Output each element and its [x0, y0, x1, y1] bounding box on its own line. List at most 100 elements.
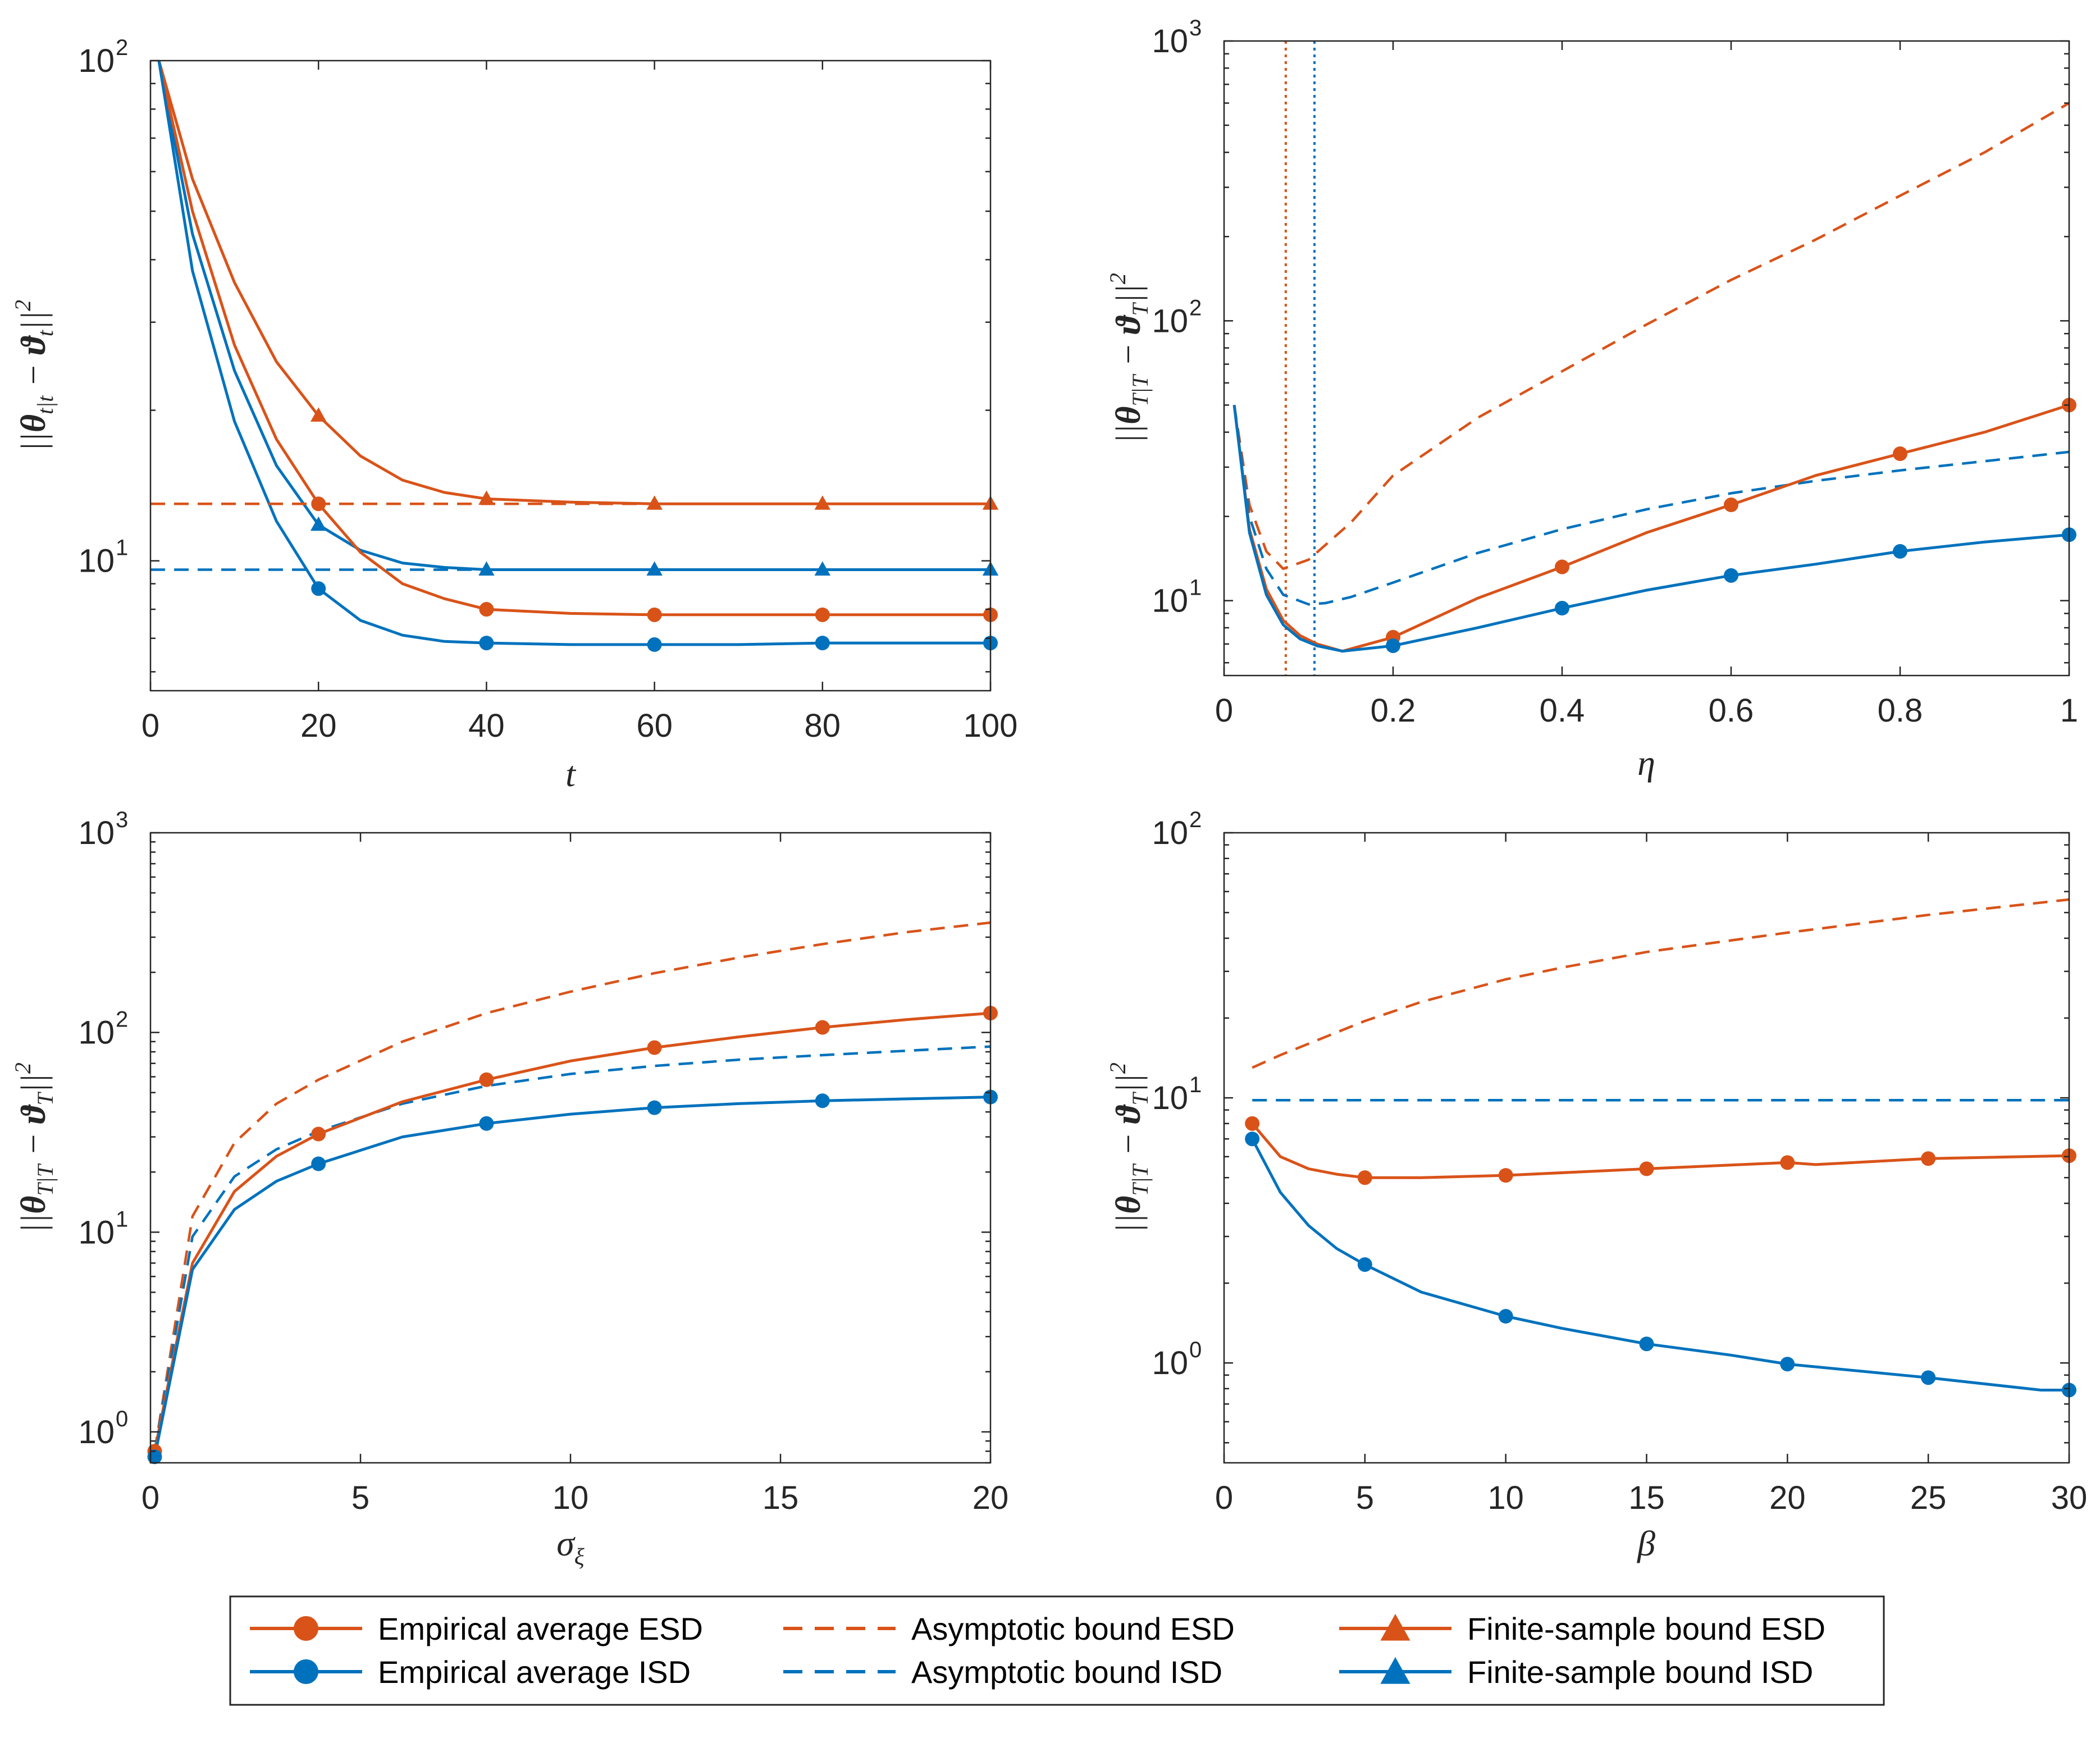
data-point: [478, 490, 495, 505]
y-tick-label: 10 3: [78, 807, 128, 851]
data-point: [1555, 601, 1569, 616]
data-point: [310, 407, 327, 422]
y-tick-label: 10 2: [1152, 295, 1202, 339]
y-tick-base: 10: [1152, 303, 1188, 339]
data-point: [479, 636, 494, 651]
y-tick-exponent: 2: [1189, 295, 1202, 320]
axes-box: [1223, 832, 2070, 1464]
legend-label: Empirical average ESD: [378, 1611, 703, 1646]
legend-item: Asymptotic bound ESD: [783, 1611, 1235, 1646]
x-axis-label: β: [1636, 1523, 1655, 1563]
series-line-asymptotic-bound-isd: [153, 1045, 990, 1452]
series-line-asymptotic-bound-esd: [153, 921, 990, 1452]
y-tick-base: 10: [78, 1414, 115, 1450]
data-point: [1893, 544, 1907, 559]
y-tick-label: 10 2: [78, 35, 128, 79]
y-tick-exponent: 3: [116, 807, 128, 832]
data-point: [311, 1126, 326, 1142]
series-line-empirical-average-isd: [157, 61, 990, 646]
data-point: [647, 1040, 662, 1055]
x-axis-label: t: [565, 754, 577, 794]
data-point: [815, 1093, 830, 1108]
x-tick-label: 30: [2051, 1480, 2088, 1516]
data-point: [479, 1116, 494, 1131]
data-point: [646, 561, 663, 576]
y-tick-label: 10 2: [78, 1007, 128, 1051]
x-tick-label: 15: [1628, 1480, 1665, 1516]
y-tick-base: 10: [78, 1214, 115, 1251]
data-point: [1639, 1161, 1654, 1176]
y-tick-exponent: 1: [1189, 576, 1202, 600]
data-point: [1555, 559, 1569, 574]
series-line-asymptotic-bound-isd: [1232, 404, 2069, 606]
legend-marker: [294, 1616, 318, 1641]
data-point: [1780, 1155, 1795, 1170]
y-tick-base: 10: [1152, 1345, 1188, 1381]
data-point: [815, 1020, 830, 1035]
data-point: [1893, 446, 1907, 462]
data-point: [311, 1156, 326, 1171]
series-line-asymptotic-bound-esd: [1252, 898, 2069, 1069]
data-point: [647, 637, 662, 652]
series-line-empirical-average-esd: [1232, 403, 2069, 653]
axes-box: [1223, 40, 2070, 677]
series-line-finite-sample-bound-esd: [157, 61, 990, 505]
data-point: [1639, 1336, 1654, 1352]
y-tick-label: 10 2: [1152, 807, 1202, 851]
y-tick-base: 10: [1152, 583, 1188, 619]
x-tick-label: 0.2: [1371, 692, 1416, 729]
legend: Empirical average ESD Empirical average I…: [229, 1595, 1885, 1706]
x-tick-label: 5: [351, 1480, 369, 1516]
y-tick-base: 10: [78, 1015, 115, 1051]
series-line-empirical-average-esd: [157, 61, 990, 617]
legend-marker: [294, 1659, 318, 1684]
x-tick-label: 0.8: [1878, 692, 1923, 729]
y-tick-base: 10: [1152, 1080, 1188, 1116]
data-point: [1357, 1257, 1372, 1272]
x-tick-label: 0: [1215, 692, 1233, 729]
x-tick-label: 0: [141, 708, 159, 744]
x-tick-label: 10: [553, 1480, 589, 1516]
data-point: [815, 636, 830, 651]
y-axis-label: ||θT|T − ϑT||2: [10, 1062, 58, 1233]
series-line-empirical-average-isd: [153, 1096, 990, 1457]
legend-label: Finite-sample bound ESD: [1467, 1611, 1825, 1646]
y-tick-exponent: 2: [116, 35, 128, 60]
data-point: [310, 516, 327, 531]
series-line-empirical-average-esd: [153, 1011, 990, 1452]
y-axis-label: ||θT|T − ϑT||2: [1105, 1062, 1153, 1233]
data-point: [647, 1100, 662, 1115]
x-tick-label: 25: [1910, 1480, 1947, 1516]
data-point: [311, 496, 326, 512]
data-point: [1921, 1151, 1936, 1166]
legend-item: Finite-sample bound ESD: [1339, 1611, 1825, 1646]
y-tick-base: 10: [78, 815, 115, 851]
x-axis-label: η: [1637, 743, 1655, 783]
y-tick-base: 10: [78, 43, 115, 79]
legend-label: Finite-sample bound ISD: [1467, 1654, 1813, 1690]
y-tick-label: 10 0: [1152, 1338, 1202, 1381]
series-line-empirical-average-isd: [1250, 1138, 2069, 1391]
x-tick-label: 5: [1356, 1480, 1374, 1516]
axes-box: [149, 832, 992, 1464]
x-tick-label: 10: [1487, 1480, 1524, 1516]
x-tick-label: 15: [763, 1480, 799, 1516]
data-point: [1245, 1132, 1260, 1147]
data-point: [814, 495, 831, 510]
x-tick-label: 0.6: [1709, 692, 1754, 729]
y-tick-exponent: 0: [116, 1407, 128, 1431]
legend-marker: [1380, 1614, 1410, 1641]
data-point: [311, 581, 326, 596]
legend-label: Asymptotic bound ISD: [911, 1654, 1222, 1690]
x-tick-label: 1: [2060, 692, 2078, 729]
data-point: [1724, 498, 1738, 513]
legend-box: [229, 1595, 1885, 1706]
legend-label: Asymptotic bound ESD: [911, 1611, 1235, 1646]
y-tick-label: 10 0: [78, 1407, 128, 1450]
data-point: [1498, 1168, 1513, 1183]
data-point: [647, 607, 662, 622]
legend-item: Empirical average ESD: [250, 1611, 703, 1646]
